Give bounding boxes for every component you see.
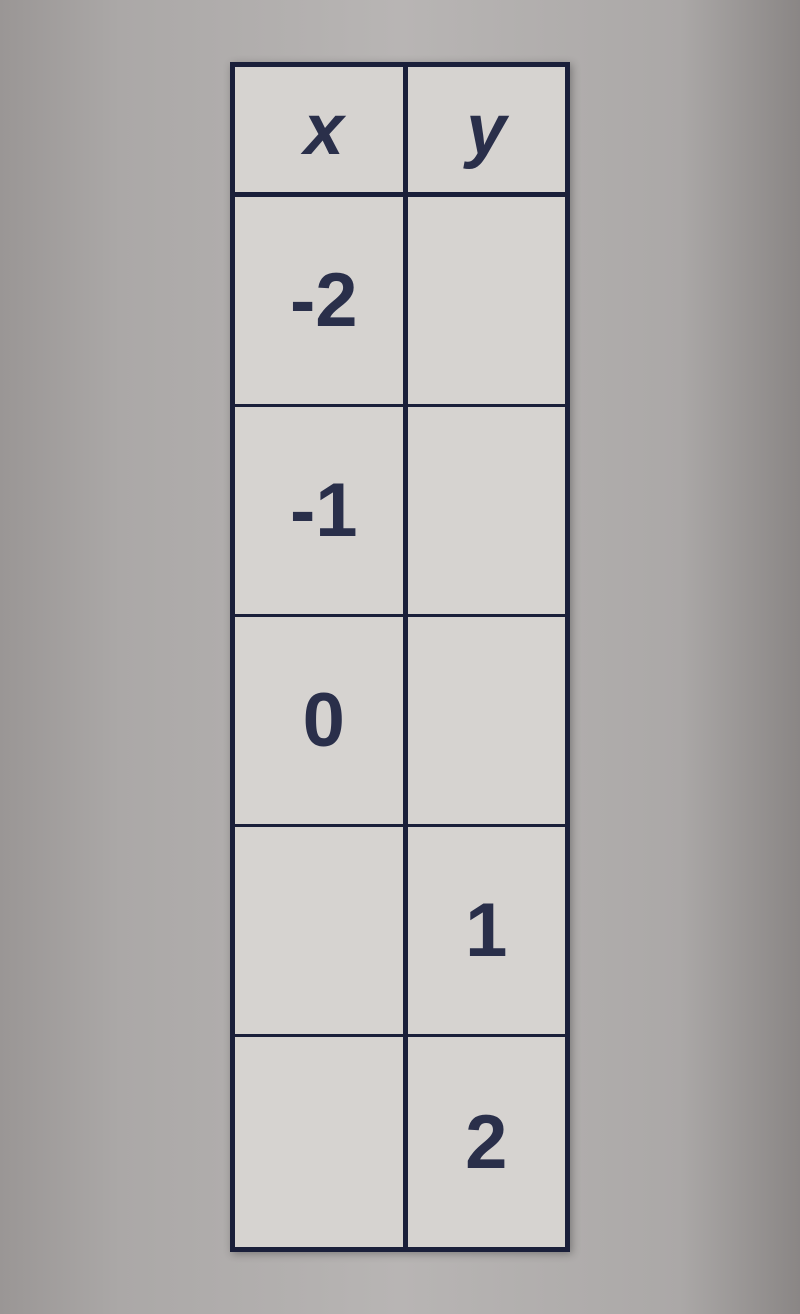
xy-table: x y -2 -1 0 1 2	[230, 62, 570, 1252]
table-row: -2	[235, 197, 565, 407]
header-y: y	[408, 67, 566, 192]
cell-x-1: -1	[235, 407, 408, 614]
cell-x-0: -2	[235, 197, 408, 404]
cell-x-4	[235, 1037, 408, 1247]
cell-y-1	[408, 407, 566, 614]
table-row: -1	[235, 407, 565, 617]
cell-y-3: 1	[408, 827, 566, 1034]
table-header-row: x y	[235, 67, 565, 197]
header-x: x	[235, 67, 408, 192]
table-row: 1	[235, 827, 565, 1037]
cell-y-4: 2	[408, 1037, 566, 1247]
table-row: 0	[235, 617, 565, 827]
cell-x-2: 0	[235, 617, 408, 824]
cell-y-2	[408, 617, 566, 824]
cell-x-3	[235, 827, 408, 1034]
cell-y-0	[408, 197, 566, 404]
table-row: 2	[235, 1037, 565, 1247]
